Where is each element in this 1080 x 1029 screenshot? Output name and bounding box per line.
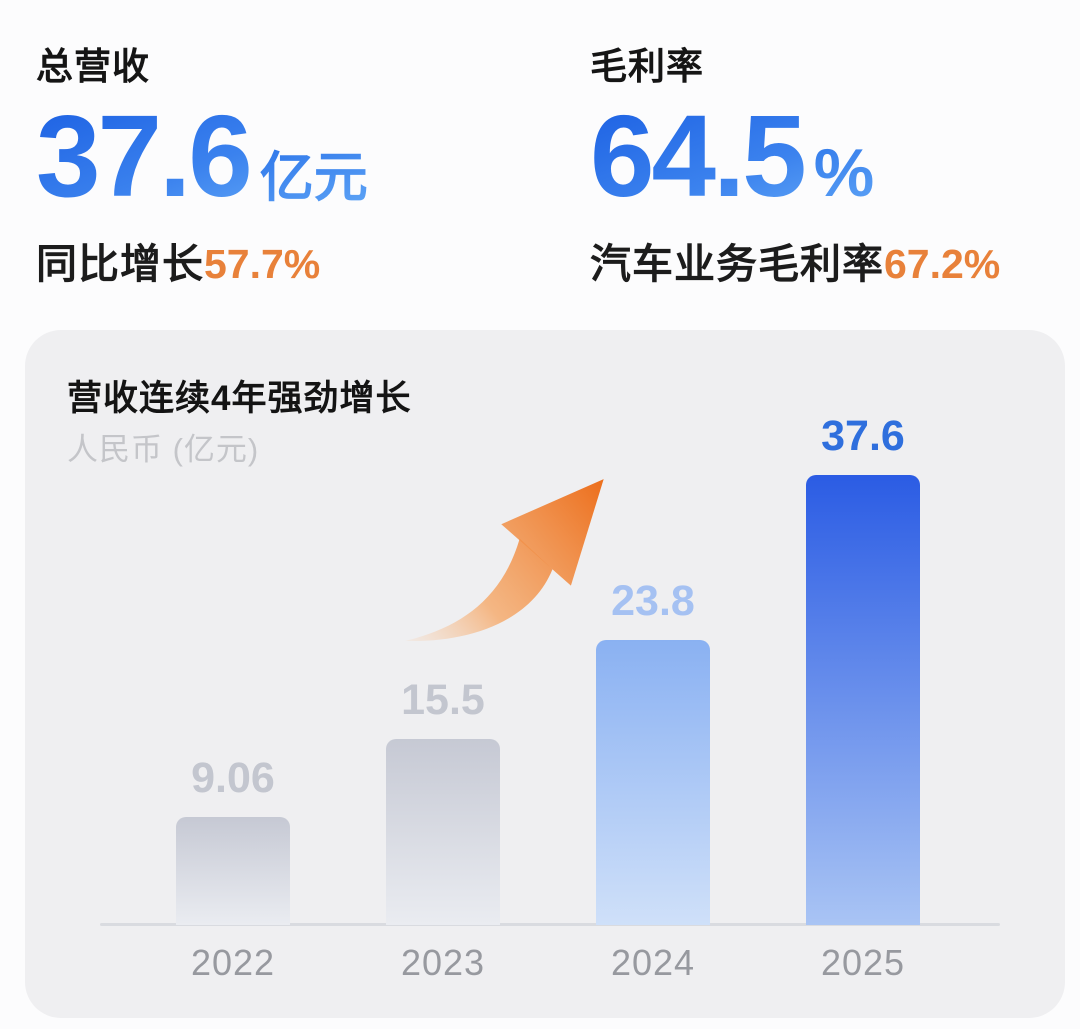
yoy-growth-label: 同比增长 [36,240,204,287]
yoy-growth-value: 57.7% [204,240,321,287]
auto-gross-margin-value: 67.2% [884,240,1001,287]
bar-value-label: 15.5 [401,676,485,724]
gross-margin-value-row: 64.5 % [590,91,1000,222]
bar-2025 [806,475,920,925]
growth-arrow-icon [405,479,604,642]
x-axis-label: 2022 [190,942,276,983]
total-revenue-growth: 同比增长57.7% [36,230,368,290]
bar-value-label: 23.8 [611,577,695,625]
total-revenue-value-row: 37.6 亿元 [36,91,368,222]
auto-gross-margin: 汽车业务毛利率67.2% [590,230,1000,290]
gross-margin-title: 毛利率 [590,46,704,87]
bar-2024 [596,640,710,925]
chart-subtitle: 人民币 (亿元) [67,432,260,467]
plot-area: 9.06 15.5 23.8 37.6 [25,330,1065,926]
x-axis-line [100,923,1000,926]
chart-title: 营收连续4年强劲增长 [67,379,412,418]
growth-arrow-head [501,479,604,586]
bar-2023 [386,739,500,925]
total-revenue-title: 总营收 [36,46,150,87]
x-axis-label: 2025 [820,942,906,983]
bar-2022 [176,817,290,925]
gross-margin-unit: % [813,135,874,211]
auto-gross-margin-label: 汽车业务毛利率 [590,240,884,287]
gross-margin-stat: 毛利率 64.5 % 汽车业务毛利率67.2% [590,36,1000,290]
total-revenue-value: 37.6 [36,91,253,221]
x-axis-label: 2024 [610,942,696,983]
bar-value-label: 9.06 [191,754,275,802]
total-revenue-unit: 亿元 [259,148,368,208]
x-axis-label: 2023 [400,942,486,983]
gross-margin-value: 64.5 [590,91,807,221]
bar-value-label: 37.6 [821,412,905,460]
growth-arrow-body [405,538,553,642]
revenue-chart-card: 营收连续4年强劲增长 人民币 (亿元) 9.06 15.5 23.8 37.6 202… [25,330,1065,1018]
total-revenue-stat: 总营收 37.6 亿元 同比增长57.7% [36,36,368,290]
